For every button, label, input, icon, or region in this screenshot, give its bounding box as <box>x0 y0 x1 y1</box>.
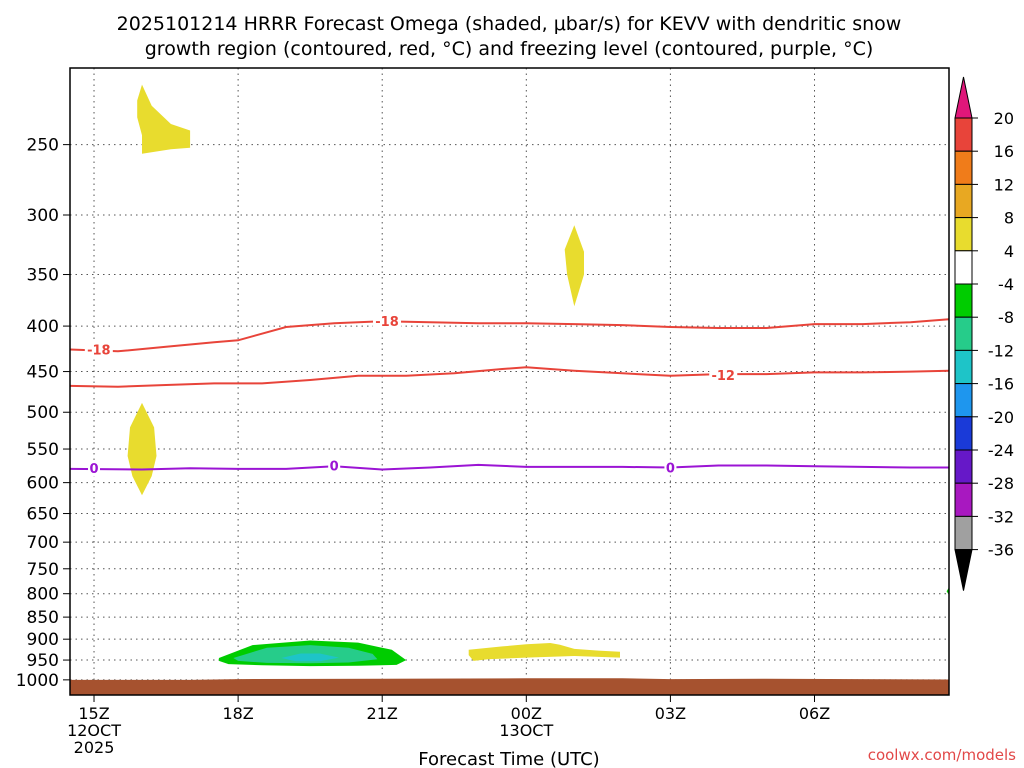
y-tick-label-1000: 1000 <box>16 671 59 691</box>
y-tick-label-400: 400 <box>27 317 59 337</box>
colorbar: 20 16 12 8 4 -4 -8 -12 -16 -20 -24 -28 -32 -36 <box>954 76 1014 591</box>
x-date-label-00Z: 13OCT <box>499 721 553 740</box>
colorbar-segment-3 <box>954 183 973 219</box>
colorbar-segment-0 <box>954 76 973 119</box>
y-tick-label-750: 750 <box>27 560 59 580</box>
colorbar-tick-label-11: -28 <box>988 474 1014 493</box>
colorbar-segment-7 <box>954 316 973 351</box>
x-tick-label-03Z: 03Z <box>655 704 686 723</box>
plot-contents: -18 -18 -12 0 0 0 <box>70 68 949 695</box>
chart-title-line-2: growth region (contoured, red, °C) and f… <box>145 38 874 60</box>
y-tick-label-250: 250 <box>27 136 59 156</box>
y-tick-label-450: 450 <box>27 363 59 383</box>
chart-title-line-1: 2025101214 HRRR Forecast Omega (shaded, … <box>117 13 902 35</box>
colorbar-tick-label-2: 12 <box>994 175 1014 194</box>
credit-text: coolwx.com/models <box>868 746 1016 764</box>
omega-region-1 <box>564 225 584 307</box>
y-tick-label-700: 700 <box>27 533 59 553</box>
x-tick-label-00Z: 00Z <box>511 704 542 723</box>
omega-region-0 <box>137 84 191 154</box>
colorbar-tick-label-0: 20 <box>994 109 1014 128</box>
y-tick-label-650: 650 <box>27 505 59 525</box>
colorbar-tick-label-9: -20 <box>988 408 1014 427</box>
omega-region-3 <box>468 643 620 661</box>
terrain-below-ground <box>70 678 949 695</box>
colorbar-tick-label-12: -32 <box>988 507 1014 526</box>
colorbar-tick-label-10: -24 <box>988 441 1014 460</box>
contour-0-c <box>70 463 949 471</box>
colorbar-tick-label-4: 4 <box>1004 242 1014 261</box>
contour-minus18-c <box>70 318 949 353</box>
plot-area: -18 -18 -12 0 0 0 <box>70 68 949 695</box>
contour-0-c-label-1: 0 <box>330 460 339 475</box>
contour-0-c-label-2: 0 <box>666 462 675 477</box>
colorbar-segment-13 <box>954 515 973 551</box>
omega-region-2 <box>127 402 157 496</box>
x-year-label-15Z: 2025 <box>74 738 115 757</box>
contour-minus18-c-label-bg-1 <box>373 313 402 330</box>
colorbar-tick-label-13: -36 <box>988 541 1014 560</box>
colorbar-segment-10 <box>954 416 973 451</box>
contour-minus12-c-label-bg-0 <box>709 366 738 383</box>
y-tick-label-900: 900 <box>27 630 59 650</box>
contour-0-c-label-bg-1 <box>328 457 341 474</box>
contour-minus12-c <box>70 366 949 388</box>
contour-0-c-label-bg-2 <box>664 459 677 476</box>
colorbar-tick-label-5: -4 <box>998 275 1014 294</box>
colorbar-segment-4 <box>954 217 973 252</box>
contour-0-c-label-bg-0 <box>88 460 101 477</box>
colorbar-segment-11 <box>954 449 973 484</box>
x-tick-label-06Z: 06Z <box>799 704 830 723</box>
colorbar-segment-5 <box>954 250 973 285</box>
x-tick-label-18Z: 18Z <box>222 704 253 723</box>
contour-minus18-c-label-1: -18 <box>375 315 399 330</box>
colorbar-tick-label-6: -8 <box>998 308 1014 327</box>
y-tick-label-850: 850 <box>27 608 59 628</box>
contour-0-c-label-0: 0 <box>89 462 98 477</box>
colorbar-segment-9 <box>954 383 973 418</box>
colorbar-tick-label-1: 16 <box>994 142 1014 161</box>
x-date-label-15Z: 12OCT <box>67 721 121 740</box>
y-tick-label-300: 300 <box>27 206 59 226</box>
colorbar-segment-6 <box>954 283 973 318</box>
colorbar-tick-label-3: 8 <box>1004 209 1014 228</box>
x-tick-label-15Z: 15Z <box>78 704 109 723</box>
colorbar-segment-2 <box>954 150 973 185</box>
y-tick-label-500: 500 <box>27 403 59 423</box>
y-tick-label-600: 600 <box>27 474 59 494</box>
contour-minus18-c-label-0: -18 <box>87 343 111 358</box>
contour-minus18-c-label-bg-0 <box>84 341 113 358</box>
contour-minus12-c-label-0: -12 <box>711 369 735 384</box>
omega-region-6 <box>281 653 339 662</box>
y-tick-label-350: 350 <box>27 266 59 286</box>
colorbar-tick-label-8: -16 <box>988 375 1014 394</box>
colorbar-tick-label-7: -12 <box>988 341 1014 360</box>
y-tick-label-800: 800 <box>27 585 59 605</box>
y-axis: 2503003504004505005506006507007508008509… <box>16 136 70 691</box>
y-tick-label-950: 950 <box>27 651 59 671</box>
colorbar-segment-8 <box>954 349 973 385</box>
plot-frame <box>69 67 950 696</box>
x-tick-label-21Z: 21Z <box>367 704 398 723</box>
y-tick-label-550: 550 <box>27 440 59 460</box>
x-axis-title: Forecast Time (UTC) <box>418 749 599 768</box>
colorbar-segment-1 <box>954 117 973 152</box>
colorbar-segment-14 <box>954 549 973 591</box>
colorbar-segment-12 <box>954 482 973 517</box>
